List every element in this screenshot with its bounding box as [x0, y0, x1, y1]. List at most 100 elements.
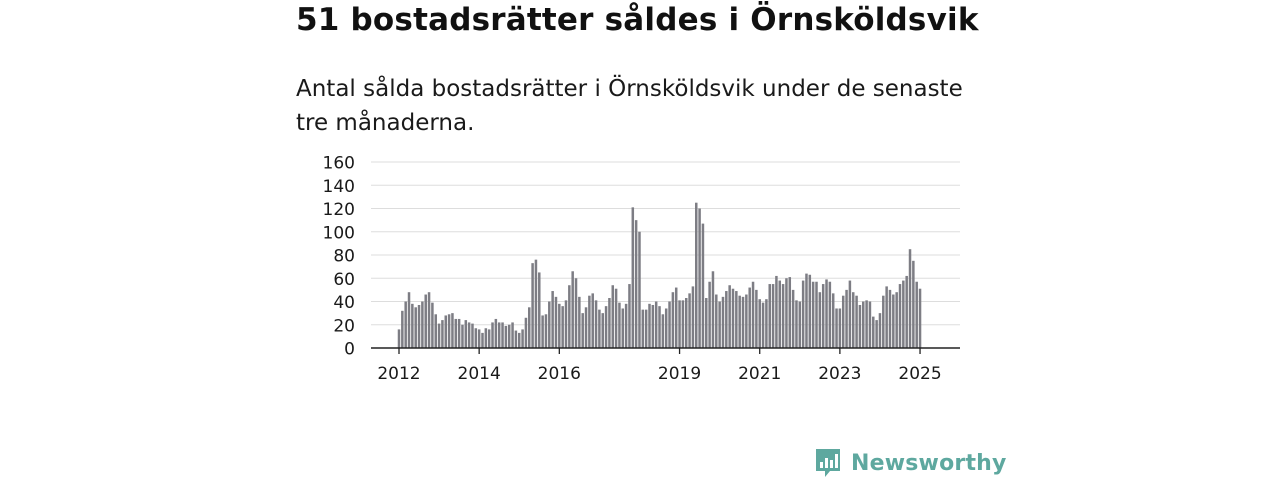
bar [795, 300, 798, 348]
bar [902, 280, 905, 348]
bar [584, 307, 588, 348]
bar [882, 295, 885, 348]
bar [514, 330, 518, 348]
bar [751, 281, 755, 348]
bar [477, 329, 481, 348]
bar [534, 259, 538, 348]
bar [554, 296, 558, 348]
bar [604, 306, 608, 348]
bar [494, 318, 498, 348]
bar [437, 323, 441, 348]
bar [434, 314, 437, 348]
y-tick-label: 60 [333, 270, 355, 290]
bar [831, 293, 835, 348]
chart-subtitle: Antal sålda bostadsrätter i Örnsköldsvik… [296, 76, 963, 136]
bar [594, 300, 598, 348]
bar [908, 249, 912, 348]
bar [424, 294, 427, 348]
bar [681, 300, 685, 348]
bar [441, 320, 444, 348]
bar [628, 284, 631, 348]
bar [571, 271, 574, 348]
bar [862, 301, 865, 348]
bar [454, 318, 458, 348]
bar [905, 275, 908, 349]
bar [464, 320, 468, 348]
bar [741, 296, 745, 348]
bar [541, 315, 544, 348]
bar [781, 284, 785, 348]
bar [548, 301, 551, 348]
bar [805, 273, 808, 348]
bar [461, 324, 464, 348]
bar [725, 291, 728, 348]
bar [497, 322, 501, 349]
bar [788, 277, 792, 348]
bar [701, 223, 705, 348]
x-tick-label: 2021 [738, 364, 781, 384]
bar [798, 301, 802, 348]
bar [801, 280, 805, 348]
bar [828, 281, 832, 348]
bar [674, 287, 678, 348]
bar [624, 303, 628, 348]
bar [634, 220, 638, 349]
y-tick-label: 0 [344, 340, 355, 360]
bar [835, 308, 838, 349]
bar [771, 284, 775, 348]
bar [755, 289, 758, 349]
bar [471, 323, 474, 348]
bar [885, 286, 888, 348]
bar [918, 288, 922, 348]
bar [474, 328, 478, 348]
bar [688, 293, 691, 348]
bar [447, 314, 451, 348]
bar [791, 289, 795, 349]
bar [484, 328, 488, 348]
bar [638, 231, 641, 348]
bar [601, 313, 604, 349]
bar [695, 202, 698, 348]
bar [698, 208, 701, 348]
bar [731, 288, 735, 348]
bar [895, 292, 898, 348]
bar [875, 320, 878, 348]
bar [641, 309, 645, 348]
bar [501, 322, 504, 349]
bar [544, 314, 548, 348]
bar [738, 295, 741, 348]
bar [778, 280, 782, 348]
bar [821, 284, 825, 348]
bar [878, 313, 882, 349]
bar [648, 303, 651, 348]
bar [568, 285, 571, 349]
bar [711, 271, 715, 348]
bar [558, 303, 561, 348]
bar [581, 313, 584, 349]
x-tick-label: 2014 [458, 364, 501, 384]
bar [668, 301, 671, 348]
bar [708, 281, 711, 348]
bar [538, 272, 541, 348]
x-tick-label: 2019 [658, 364, 701, 384]
bar [678, 300, 681, 348]
y-tick-label: 80 [333, 247, 355, 267]
bar [865, 300, 868, 348]
bar [825, 279, 828, 348]
bar [775, 275, 778, 349]
bar [621, 308, 625, 349]
x-tick-label: 2012 [377, 364, 420, 384]
bar [735, 291, 738, 348]
bar [851, 292, 855, 348]
bar [848, 280, 852, 348]
bar [671, 292, 675, 348]
bar [397, 329, 401, 348]
bar [618, 302, 621, 348]
brand-logo[interactable]: Newsworthy [814, 446, 1007, 480]
bar [761, 302, 765, 348]
bar [728, 285, 731, 349]
bar [467, 322, 471, 349]
x-tick-label: 2016 [538, 364, 581, 384]
bar [661, 314, 665, 348]
bar [417, 304, 421, 348]
